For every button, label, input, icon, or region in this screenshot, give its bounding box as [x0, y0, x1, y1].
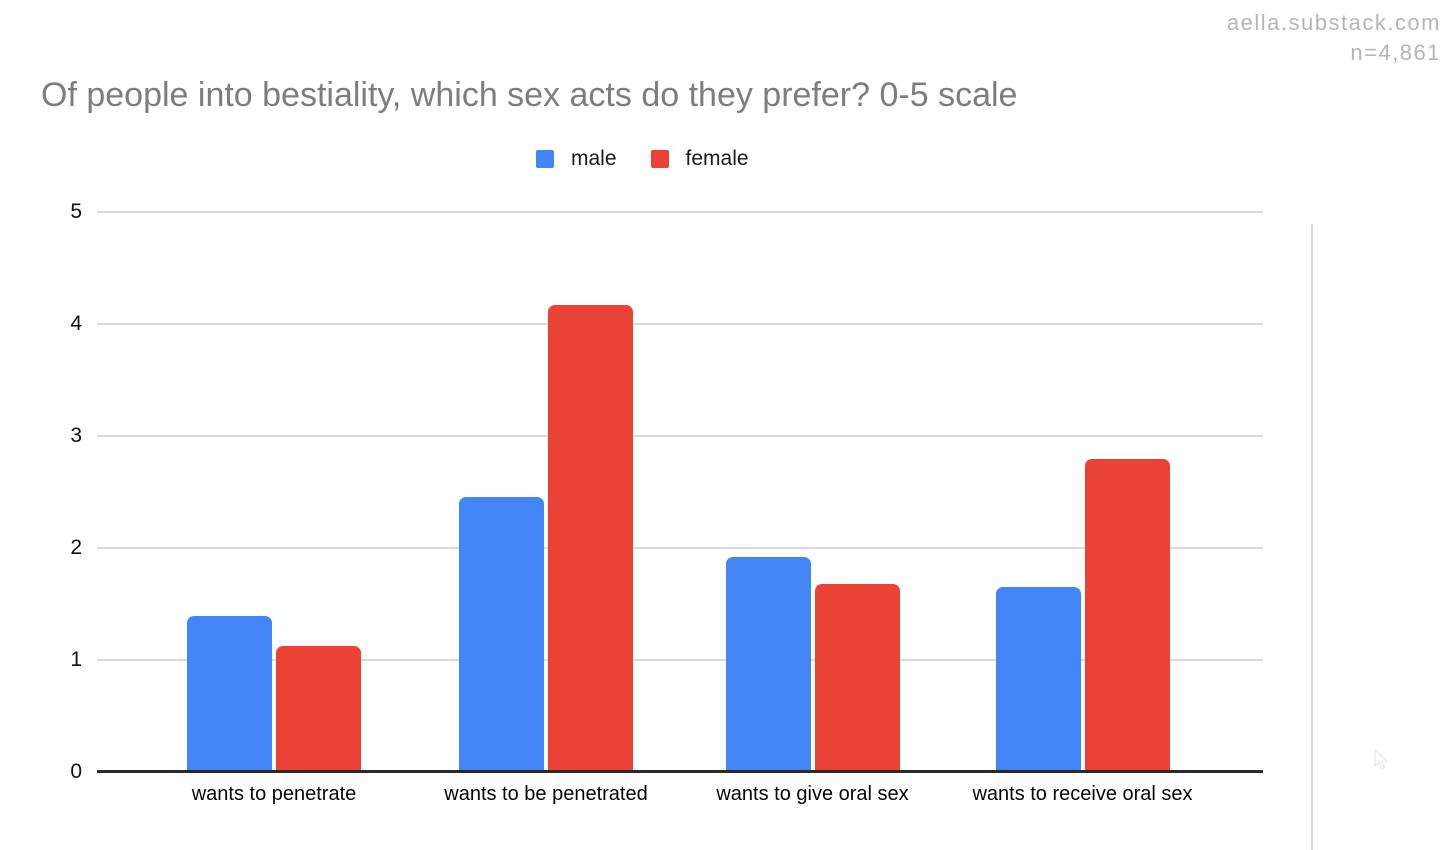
y-tick-label-5: 5 [70, 200, 82, 223]
right-border-rule [1311, 224, 1313, 850]
category-label-3: wants to give oral sex [716, 783, 909, 805]
bar-female-4 [1084, 458, 1170, 771]
x-axis-line [97, 770, 1263, 773]
category-label-2: wants to be penetrated [444, 783, 648, 805]
y-tick-label-4: 4 [70, 312, 82, 335]
y-tick-label-0: 0 [70, 760, 82, 783]
bar-group-1 [187, 616, 361, 771]
bar-female-2 [548, 305, 633, 771]
legend-label-male: male [571, 147, 617, 170]
male-swatch-icon [536, 150, 554, 168]
bar-male-2 [459, 496, 544, 771]
gridline-y4 [97, 323, 1263, 325]
chart-title: Of people into bestiality, which sex act… [41, 76, 1018, 114]
gridline-y5 [97, 211, 1263, 213]
bar-male-1 [187, 616, 272, 771]
legend-label-female: female [685, 147, 749, 170]
bar-male-3 [725, 557, 811, 771]
bar-group-4 [995, 458, 1170, 771]
bar-female-3 [814, 583, 900, 771]
plot-area [97, 211, 1263, 773]
female-swatch-icon [650, 150, 669, 168]
bar-female-1 [276, 645, 361, 771]
gridline-y3 [97, 435, 1263, 437]
gridline-y2 [97, 547, 1263, 549]
gridline-y1 [97, 659, 1263, 661]
legend-item-male: male [536, 147, 617, 171]
category-label-4: wants to receive oral sex [972, 783, 1193, 805]
bar-group-3 [725, 557, 900, 771]
legend-item-female: female [650, 147, 749, 171]
watermark-site: aella.substack.com [1226, 10, 1441, 35]
watermark: aella.substack.com n=4,861 [1227, 8, 1441, 68]
legend: male female [536, 147, 749, 171]
y-tick-label-2: 2 [70, 536, 82, 559]
category-label-1: wants to penetrate [191, 783, 357, 805]
y-tick-label-3: 3 [70, 424, 82, 447]
mouse-cursor [1374, 749, 1389, 770]
watermark-sample-size: n=4,861 [1350, 40, 1441, 65]
bar-male-4 [995, 587, 1081, 771]
bar-group-2 [459, 305, 633, 771]
y-tick-label-1: 1 [70, 648, 82, 671]
